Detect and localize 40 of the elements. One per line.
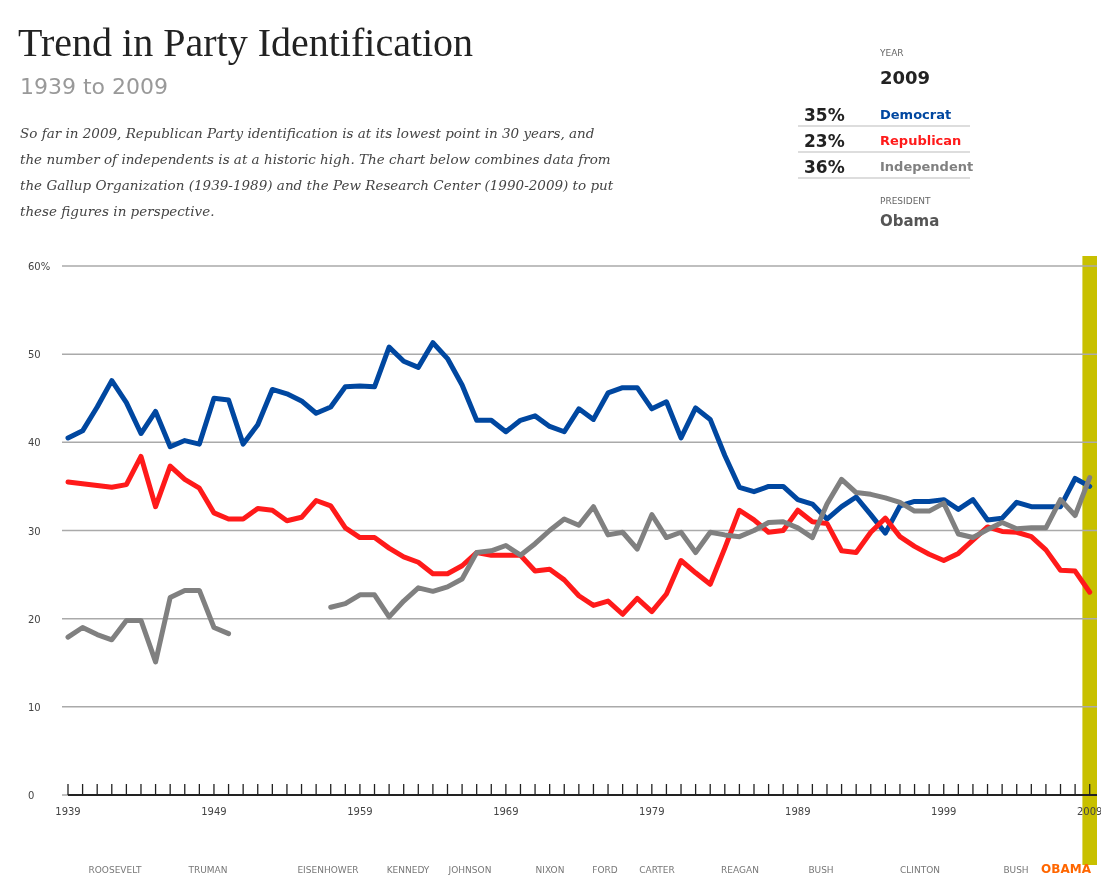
text: JOHNSON [447,865,492,875]
text: 2009 [880,67,931,88]
text: NIXON [535,865,565,875]
text: YEAR [879,48,904,58]
x-tick-label: 1969 [493,806,519,817]
x-tick-label: 1939 [55,806,81,817]
text: CLINTON [900,865,940,875]
text: 35% [804,105,845,125]
y-tick-label: 40 [28,437,41,449]
text: Obama [880,212,940,230]
text: KENNEDY [386,865,430,875]
y-tick-label: 30 [28,525,41,537]
x-tick-label: 1949 [201,806,227,817]
y-tick-label: 20 [28,613,41,625]
text: Democrat [880,107,952,122]
text: ROOSEVELT [88,865,142,875]
x-tick-label: 1959 [347,806,373,817]
y-tick-label: 50 [28,349,41,361]
text: 23% [804,131,845,151]
text: BUSH [808,865,834,875]
text: EISENHOWER [297,865,359,875]
text: Independent [880,159,974,174]
text: FORD [592,865,618,875]
text: TRUMAN [187,865,228,875]
text: PRESIDENT [880,196,932,206]
text: So far in 2009, Republican Party identification is at its lowest point in 30 years, and the number of independents is at a historic high. The chart below combines data from the Gallup Organization (1939-1989) and the Pew Research Center (1990-2009) to put these figures in perspective. [20,125,614,219]
y-tick-label: 10 [28,701,41,713]
text: OBAMA [1041,862,1092,876]
chart-subtitle: 1939 to 2009 [20,74,169,99]
text: 36% [804,157,845,177]
text: BUSH [1003,865,1029,875]
text: Republican [880,133,962,148]
text: CARTER [639,865,675,875]
x-tick-label: 1979 [639,806,665,817]
x-tick-label: 1999 [931,806,957,817]
y-tick-label: 0 [28,790,35,801]
x-tick-label: 1989 [785,806,811,817]
y-tick-label: 60% [28,261,51,272]
text: REAGAN [721,865,759,875]
chart-title: Trend in Party Identification [18,20,474,65]
